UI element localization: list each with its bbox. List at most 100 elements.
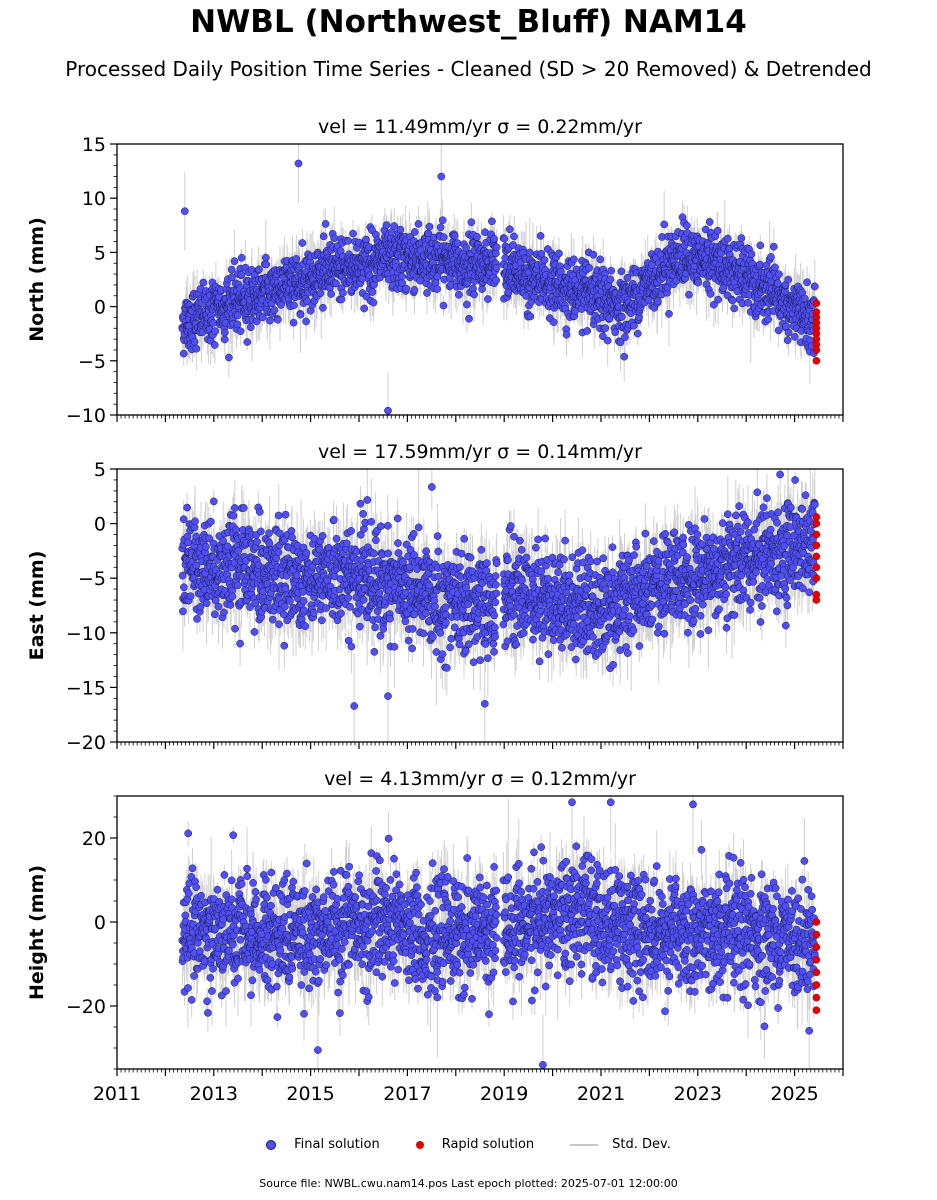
- final-point: [190, 337, 199, 346]
- time-series-figure: −10 −5 0 5 10 15 North (mm) vel = 11.49mm/yr σ …: [26, 116, 844, 1105]
- final-point: [398, 272, 407, 281]
- final-point: [258, 313, 267, 322]
- final-point: [414, 220, 423, 228]
- final-point: [492, 243, 501, 252]
- final-point: [784, 275, 793, 284]
- final-point: [510, 232, 518, 241]
- final-point: [775, 270, 783, 279]
- final-point: [665, 309, 673, 318]
- final-point: [344, 236, 353, 245]
- chart-title: NWBL (Northwest_Bluff) NAM14: [190, 4, 747, 40]
- final-point: [606, 275, 615, 284]
- final-point: [701, 225, 710, 234]
- final-point: [536, 232, 545, 240]
- final-point: [706, 290, 715, 298]
- final-point: [384, 406, 392, 415]
- final-point: [784, 328, 793, 337]
- panel-north: −10 −5 0 5 10 15 North (mm) vel = 11.49mm/yr σ …: [26, 116, 844, 427]
- final-point: [617, 312, 626, 321]
- final-point: [557, 267, 565, 276]
- final-point: [783, 336, 792, 345]
- final-point: [728, 296, 737, 305]
- final-point: [473, 233, 481, 241]
- final-point: [537, 249, 546, 258]
- final-point: [349, 229, 357, 238]
- rapid-point: [812, 356, 821, 365]
- final-point: [467, 218, 476, 227]
- final-point: [540, 256, 549, 264]
- final-point: [549, 318, 558, 327]
- final-point: [500, 234, 509, 243]
- final-point: [611, 328, 620, 337]
- final-point: [771, 263, 779, 272]
- final-point: [585, 263, 593, 272]
- final-point: [211, 327, 219, 335]
- final-point: [764, 315, 773, 324]
- final-point: [262, 253, 270, 262]
- final-point: [633, 329, 642, 338]
- final-point: [607, 266, 616, 275]
- final-point: [262, 260, 271, 269]
- final-point: [470, 290, 478, 299]
- final-point: [439, 233, 448, 242]
- final-point: [462, 243, 470, 252]
- final-point: [339, 289, 347, 297]
- final-point: [237, 253, 246, 262]
- final-point: [744, 298, 752, 307]
- final-point: [438, 216, 447, 225]
- final-point: [773, 279, 782, 288]
- final-points-north: [178, 159, 819, 415]
- final-point: [396, 225, 405, 234]
- final-point: [209, 319, 218, 327]
- final-point: [437, 172, 446, 181]
- final-point: [225, 353, 233, 362]
- final-point: [453, 239, 462, 248]
- y-axis-label: North (mm): [26, 217, 48, 342]
- final-point: [644, 296, 653, 304]
- plot-area-north: [178, 144, 821, 415]
- final-point: [330, 234, 339, 242]
- final-point: [210, 341, 219, 349]
- final-point: [402, 284, 411, 293]
- final-point: [410, 286, 419, 294]
- final-point: [525, 248, 534, 257]
- final-point: [705, 218, 714, 226]
- chart-subtitle: Processed Daily Position Time Series - C…: [65, 57, 872, 81]
- final-point: [756, 241, 765, 250]
- final-point: [266, 316, 274, 325]
- final-point: [255, 265, 263, 274]
- final-point: [180, 207, 189, 216]
- final-point: [492, 263, 501, 272]
- final-point: [599, 332, 607, 341]
- final-point: [227, 265, 236, 274]
- final-point: [713, 226, 722, 235]
- final-point: [327, 290, 335, 298]
- y-tick-label: 5: [94, 242, 106, 264]
- final-point: [455, 290, 463, 299]
- rapid-point: [812, 346, 821, 354]
- final-point: [596, 255, 605, 264]
- final-point: [233, 320, 242, 329]
- final-point: [603, 336, 612, 345]
- final-point: [316, 289, 325, 298]
- final-point: [221, 328, 229, 337]
- final-point: [332, 279, 340, 288]
- final-point: [220, 335, 229, 344]
- final-point: [274, 315, 282, 324]
- final-point: [390, 222, 399, 230]
- final-point: [583, 327, 592, 335]
- rapid-points-north: [812, 299, 821, 365]
- final-point: [292, 255, 301, 263]
- final-point: [362, 235, 370, 244]
- final-point: [803, 278, 811, 287]
- final-point: [246, 323, 255, 332]
- final-point: [492, 276, 501, 285]
- rapid-point: [812, 299, 821, 308]
- final-point: [237, 270, 246, 279]
- final-point: [791, 333, 799, 341]
- final-point: [243, 338, 252, 346]
- final-point: [555, 249, 563, 258]
- final-point: [601, 324, 610, 332]
- final-point: [321, 220, 330, 228]
- final-point: [730, 304, 739, 313]
